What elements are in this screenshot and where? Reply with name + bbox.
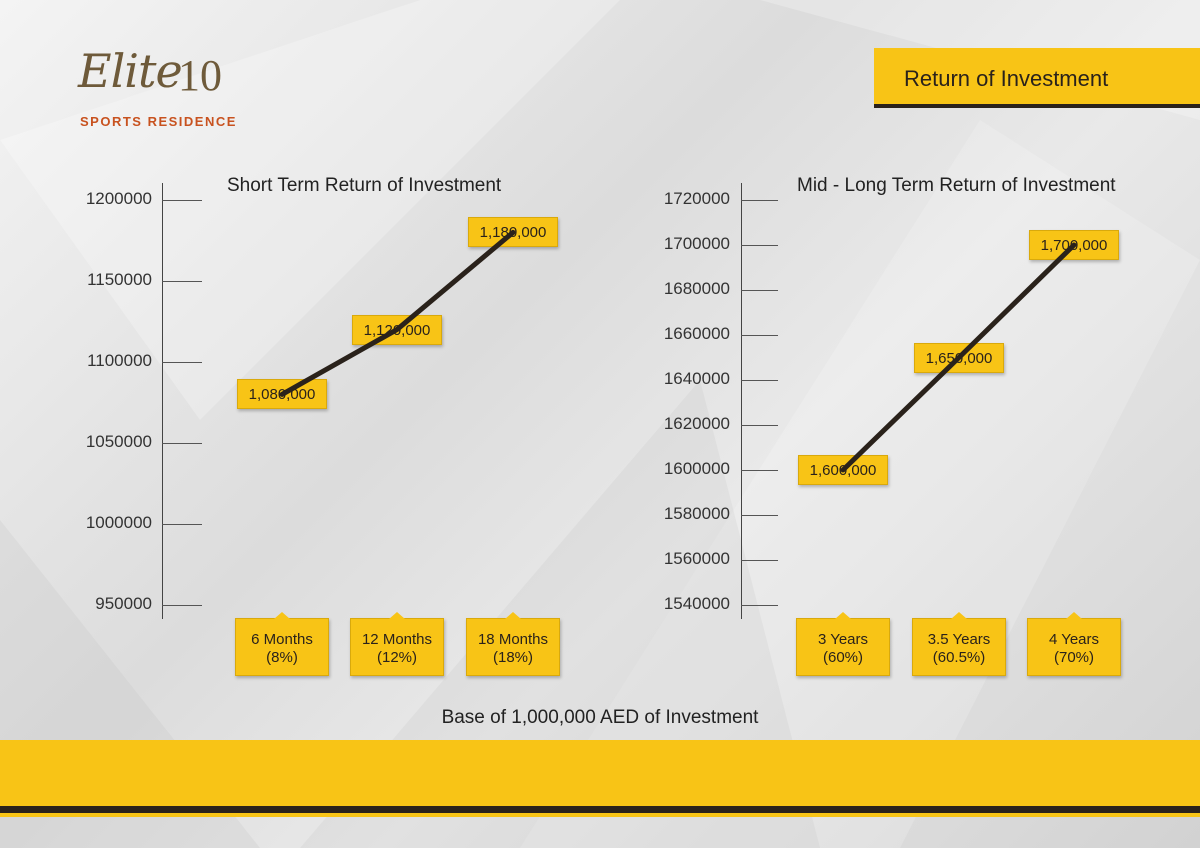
page-title: Return of Investment (904, 66, 1109, 91)
category-name: 6 Months (251, 631, 313, 648)
category-label: 12 Months (12%) (350, 612, 444, 676)
category-notch (505, 612, 521, 619)
category-percent: (18%) (492, 649, 533, 666)
chart-2-y-axis (741, 183, 742, 619)
category-notch (1066, 612, 1082, 619)
y-tick-mark (741, 380, 778, 381)
y-tick-mark (741, 335, 778, 336)
series-line-1 (279, 229, 516, 397)
y-tick-label: 1050000 (85, 432, 152, 451)
chart-2-title: Mid - Long Term Return of Investment (797, 175, 1116, 196)
footnote: Base of 1,000,000 AED of Investment (441, 707, 759, 728)
y-tick-mark (162, 443, 202, 444)
y-tick-mark (741, 470, 778, 471)
y-tick-mark (162, 524, 202, 525)
y-tick-mark (162, 362, 202, 363)
y-tick-mark (162, 200, 202, 201)
y-tick-mark (741, 605, 778, 606)
category-percent: (60.5%) (932, 649, 986, 666)
footer-band-thin (0, 813, 1200, 817)
category-label: 6 Months (8%) (235, 612, 329, 676)
y-tick-label: 1580000 (663, 504, 730, 523)
category-label: 3 Years (60%) (796, 612, 890, 676)
logo-number: 10 (178, 51, 222, 100)
y-tick-mark (741, 245, 778, 246)
category-name: 3.5 Years (927, 631, 991, 648)
y-tick-label: 1700000 (663, 234, 730, 253)
y-tick-mark (162, 605, 202, 606)
category-percent: (60%) (822, 649, 863, 666)
category-name: 12 Months (361, 631, 433, 648)
chart-1-y-axis (162, 183, 163, 619)
brand-logo: Elite 10 SPORTS RESIDENCE (70, 44, 240, 134)
y-tick-mark (741, 560, 778, 561)
y-tick-mark (741, 200, 778, 201)
y-tick-label: 1540000 (663, 594, 730, 613)
footer-band (0, 740, 1200, 806)
series-line-2 (840, 242, 1077, 473)
y-tick-label: 1660000 (663, 324, 730, 343)
chart-1-title: Short Term Return of Investment (227, 175, 502, 196)
category-notch (835, 612, 851, 619)
footer-band-dark (0, 806, 1200, 813)
y-tick-label: 1600000 (663, 459, 730, 478)
category-notch (389, 612, 405, 619)
category-name: 3 Years (817, 631, 869, 648)
category-notch (951, 612, 967, 619)
y-tick-mark (741, 425, 778, 426)
y-tick-label: 1640000 (663, 369, 730, 388)
category-percent: (12%) (376, 649, 417, 666)
y-tick-label: 1560000 (663, 549, 730, 568)
category-percent: (70%) (1053, 649, 1094, 666)
y-tick-label: 1150000 (87, 270, 152, 289)
category-percent: (8%) (266, 649, 298, 666)
y-tick-mark (162, 281, 202, 282)
logo-subtitle: SPORTS RESIDENCE (80, 114, 237, 129)
logo-script: Elite (78, 44, 183, 98)
y-tick-label: 1620000 (663, 414, 730, 433)
category-label: 4 Years (70%) (1027, 612, 1121, 676)
category-name: 18 Months (477, 631, 549, 648)
y-tick-label: 1720000 (663, 189, 730, 208)
y-tick-mark (741, 290, 778, 291)
y-tick-mark (741, 515, 778, 516)
y-tick-label: 1200000 (85, 189, 152, 208)
y-tick-label: 1100000 (87, 351, 152, 370)
category-label: 18 Months (18%) (466, 612, 560, 676)
y-tick-label: 950000 (95, 594, 152, 613)
category-label: 3.5 Years (60.5%) (912, 612, 1006, 676)
y-tick-label: 1680000 (663, 279, 730, 298)
page-title-banner: Return of Investment (874, 48, 1200, 108)
y-tick-label: 1000000 (85, 513, 152, 532)
category-notch (274, 612, 290, 619)
category-name: 4 Years (1048, 631, 1100, 648)
